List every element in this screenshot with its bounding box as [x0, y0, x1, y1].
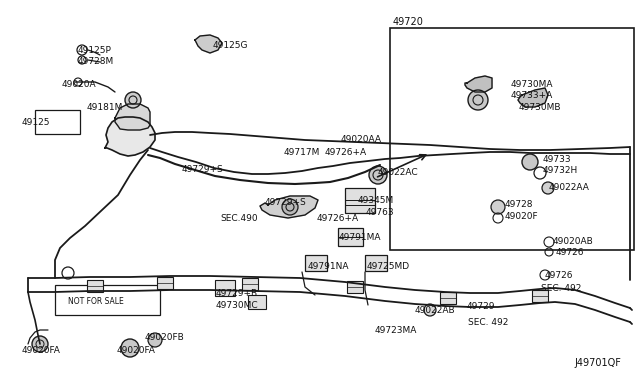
Text: 49022AA: 49022AA	[549, 183, 590, 192]
Text: 49763: 49763	[366, 208, 395, 217]
Text: 49020FA: 49020FA	[22, 346, 61, 355]
Polygon shape	[518, 88, 548, 107]
Circle shape	[491, 200, 505, 214]
Text: 49728: 49728	[505, 200, 534, 209]
Text: 49020F: 49020F	[505, 212, 539, 221]
Circle shape	[522, 154, 538, 170]
Text: 49726: 49726	[556, 248, 584, 257]
Text: NOT FOR SALE: NOT FOR SALE	[68, 297, 124, 306]
Polygon shape	[115, 104, 150, 130]
Circle shape	[282, 199, 298, 215]
Text: 49725MD: 49725MD	[367, 262, 410, 271]
Text: 49729+S: 49729+S	[182, 165, 224, 174]
Polygon shape	[465, 76, 492, 92]
Circle shape	[424, 304, 436, 316]
Circle shape	[542, 182, 554, 194]
Bar	[338, 228, 363, 246]
Polygon shape	[105, 117, 155, 156]
Circle shape	[369, 166, 387, 184]
Bar	[532, 290, 548, 302]
Text: 49022AC: 49022AC	[378, 168, 419, 177]
Bar	[365, 255, 387, 271]
Text: 49732H: 49732H	[543, 166, 579, 175]
Text: J49701QF: J49701QF	[574, 358, 621, 368]
Polygon shape	[260, 196, 318, 218]
Text: 49125P: 49125P	[78, 46, 112, 55]
Text: 49791NA: 49791NA	[308, 262, 349, 271]
Text: 49730MB: 49730MB	[519, 103, 561, 112]
Text: 49720: 49720	[393, 17, 424, 27]
Bar	[55, 285, 160, 315]
Bar	[305, 255, 327, 271]
Circle shape	[121, 339, 139, 357]
Circle shape	[468, 90, 488, 110]
Text: 49723MA: 49723MA	[375, 326, 417, 335]
Text: SEC.490: SEC.490	[220, 214, 258, 223]
Bar	[35, 110, 80, 134]
Text: 49181M: 49181M	[87, 103, 124, 112]
Text: 49020FB: 49020FB	[145, 333, 185, 342]
Text: 49726: 49726	[545, 271, 573, 280]
Text: 49125: 49125	[22, 118, 51, 127]
Text: SEC. 492: SEC. 492	[468, 318, 508, 327]
Text: 49345M: 49345M	[358, 196, 394, 205]
Circle shape	[125, 92, 141, 108]
Circle shape	[148, 333, 162, 347]
Text: 49729+B: 49729+B	[216, 289, 258, 298]
Bar	[242, 278, 258, 290]
Text: 49733: 49733	[543, 155, 572, 164]
Bar	[157, 277, 173, 289]
Text: 49717M: 49717M	[284, 148, 321, 157]
Bar	[87, 280, 103, 292]
Text: 49729: 49729	[467, 302, 495, 311]
Bar	[390, 28, 634, 250]
Text: SEC. 492: SEC. 492	[541, 284, 581, 293]
Text: 49020A: 49020A	[62, 80, 97, 89]
Text: 49020AB: 49020AB	[553, 237, 594, 246]
Bar	[215, 280, 235, 296]
Bar	[440, 292, 456, 304]
Bar	[345, 188, 375, 213]
Bar	[347, 281, 363, 293]
Text: 49020FA: 49020FA	[117, 346, 156, 355]
Text: 49022AB: 49022AB	[415, 306, 456, 315]
Text: 49726+A: 49726+A	[325, 148, 367, 157]
Text: 49728M: 49728M	[78, 57, 115, 66]
Text: 49020AA: 49020AA	[341, 135, 382, 144]
Circle shape	[32, 336, 48, 352]
Text: 49730MC: 49730MC	[216, 301, 259, 310]
Polygon shape	[195, 35, 222, 53]
Text: 49730MA: 49730MA	[511, 80, 554, 89]
Bar	[248, 295, 266, 309]
Text: 49726+A: 49726+A	[317, 214, 359, 223]
Text: 49729+S: 49729+S	[265, 198, 307, 207]
Text: 49125G: 49125G	[213, 41, 248, 50]
Text: 49733+A: 49733+A	[511, 91, 553, 100]
Text: 49791MA: 49791MA	[339, 233, 381, 242]
